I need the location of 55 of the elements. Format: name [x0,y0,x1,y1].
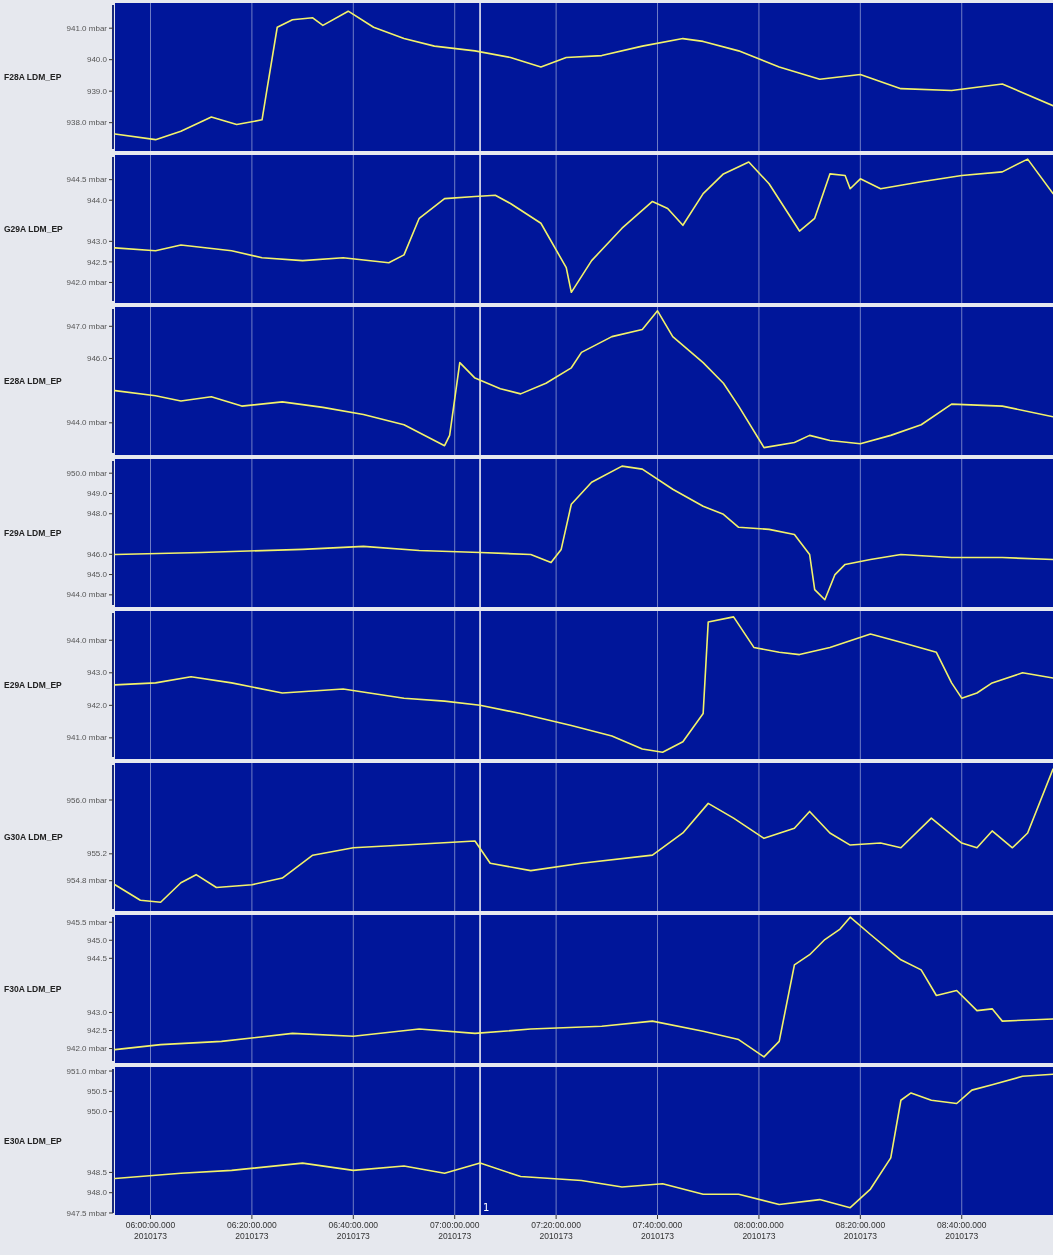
y-tick-label: 942.5 [86,1026,108,1036]
y-axis-title: E29A LDM_EP [4,679,63,690]
y-tick-label: 955.2 [86,849,108,859]
y-tick-label: 950.5 [86,1086,108,1096]
y-tick-label: 946.0 [86,354,108,364]
x-tick-label: 06:40:00.000 2010173 [328,1220,379,1241]
y-tick-label: 944.0 mbar [66,418,108,428]
y-axis-title: E30A LDM_EP [4,1135,63,1146]
y-tick-label: 940.0 [86,55,108,65]
y-tick-label: 950.0 mbar [66,468,108,478]
y-tick-label: 946.0 [86,549,108,559]
y-tick-label: 938.0 mbar [66,118,108,128]
y-tick-label: 950.0 [86,1107,108,1117]
y-tick-label: 944.0 mbar [66,590,108,600]
y-axis-title: F30A LDM_EP [4,983,62,994]
y-tick-label: 951.0 mbar [66,1066,108,1076]
y-tick-label: 945.5 mbar [66,917,108,927]
y-tick-label: 945.0 [86,935,108,945]
x-tick-label: 07:00:00.000 2010173 [429,1220,480,1241]
x-tick-label: 07:20:00.000 2010173 [531,1220,582,1241]
y-axis-title: G30A LDM_EP [4,831,64,842]
y-axis-title: G29A LDM_EP [4,223,64,234]
y-tick-label: 949.0 [86,489,108,499]
y-tick-label: 954.8 mbar [66,876,108,886]
y-tick-label: 948.0 [86,1188,108,1198]
x-tick-label: 08:00:00.000 2010173 [734,1220,785,1241]
x-tick-label: 06:20:00.000 2010173 [227,1220,277,1241]
y-tick-label: 956.0 mbar [66,795,108,805]
y-tick-label: 944.0 [86,195,108,205]
x-tick-label: 07:40:00.000 2010173 [632,1220,683,1241]
y-tick-label: 941.0 mbar [66,733,108,743]
y-tick-label: 948.0 [86,509,108,519]
y-tick-label: 943.0 [86,668,108,678]
y-axis-title: F28A LDM_EP [4,71,62,82]
y-tick-label: 947.5 mbar [66,1208,108,1218]
y-tick-label: 942.0 mbar [66,1044,108,1054]
y-tick-label: 939.0 [86,86,108,96]
y-tick-label: 943.0 [86,236,108,246]
y-tick-label: 948.5 [86,1168,108,1178]
y-tick-label: 944.0 mbar [66,635,108,645]
y-axis-title: E28A LDM_EP [4,375,63,386]
x-tick-label: 06:00:00.000 2010173 [125,1220,176,1241]
y-tick-label: 944.5 [86,953,108,963]
y-tick-label: 945.0 [86,570,108,580]
y-tick-label: 942.0 [86,700,108,710]
y-axis-title: F29A LDM_EP [4,527,62,538]
x-tick-label: 08:40:00.000 2010173 [936,1220,987,1241]
x-tick-label: 08:20:00.000 2010173 [835,1220,886,1241]
y-tick-label: 943.0 [86,1008,108,1018]
y-tick-label: 942.5 [86,257,108,267]
y-tick-label: 941.0 mbar [66,23,108,33]
y-tick-label: 947.0 mbar [66,321,108,331]
y-tick-label: 942.0 mbar [66,278,108,288]
y-tick-label: 944.5 mbar [66,175,108,185]
annotation: 1 [483,1202,490,1213]
